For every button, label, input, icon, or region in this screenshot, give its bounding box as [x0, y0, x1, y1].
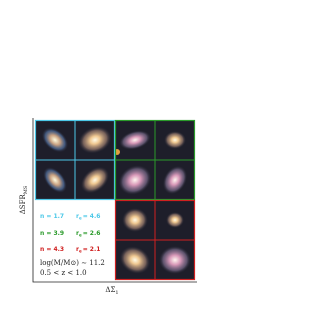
- legend-n: n = 4.3: [40, 246, 64, 253]
- axes: [32, 118, 197, 283]
- legend-re: re= 2.6: [76, 230, 100, 238]
- y-axis-label: ΔSFRMS: [19, 185, 29, 214]
- text-part: e: [79, 233, 82, 238]
- legend-n: n = 3.9: [40, 230, 64, 237]
- text-part: r: [76, 246, 79, 253]
- redshift-label: 0.5 < z < 1.0: [40, 269, 87, 277]
- page: ΔSFRMS ΔΣ1 n = 1.7 re= 4.6 n = 3.9 re= 2…: [19, 118, 197, 296]
- text-part: ΔΣ: [105, 286, 115, 294]
- text-part: r: [76, 213, 79, 220]
- text-part: MS: [23, 185, 29, 194]
- text-part: = 2.6: [83, 230, 101, 237]
- galaxies: [41, 126, 191, 274]
- text-part: ΔSFR: [19, 194, 27, 215]
- text-part: r: [76, 230, 79, 237]
- legend-re: re= 4.6: [76, 213, 100, 221]
- text-part: e: [79, 216, 82, 221]
- text-part: e: [79, 249, 82, 254]
- legend-re: re= 2.1: [76, 246, 100, 254]
- text-part: = 2.1: [83, 246, 101, 253]
- figure: ΔSFRMS ΔΣ1 n = 1.7 re= 4.6 n = 3.9 re= 2…: [19, 118, 197, 296]
- x-axis-label: ΔΣ1: [105, 286, 118, 296]
- legend: n = 1.7 re= 4.6 n = 3.9 re= 2.6 n = 4.3 …: [40, 213, 105, 277]
- text-part: 1: [115, 290, 118, 296]
- mass-label: log(M/M⊙) ∼ 11.2: [40, 259, 105, 267]
- text-part: = 4.6: [83, 213, 101, 220]
- legend-n: n = 1.7: [40, 213, 64, 220]
